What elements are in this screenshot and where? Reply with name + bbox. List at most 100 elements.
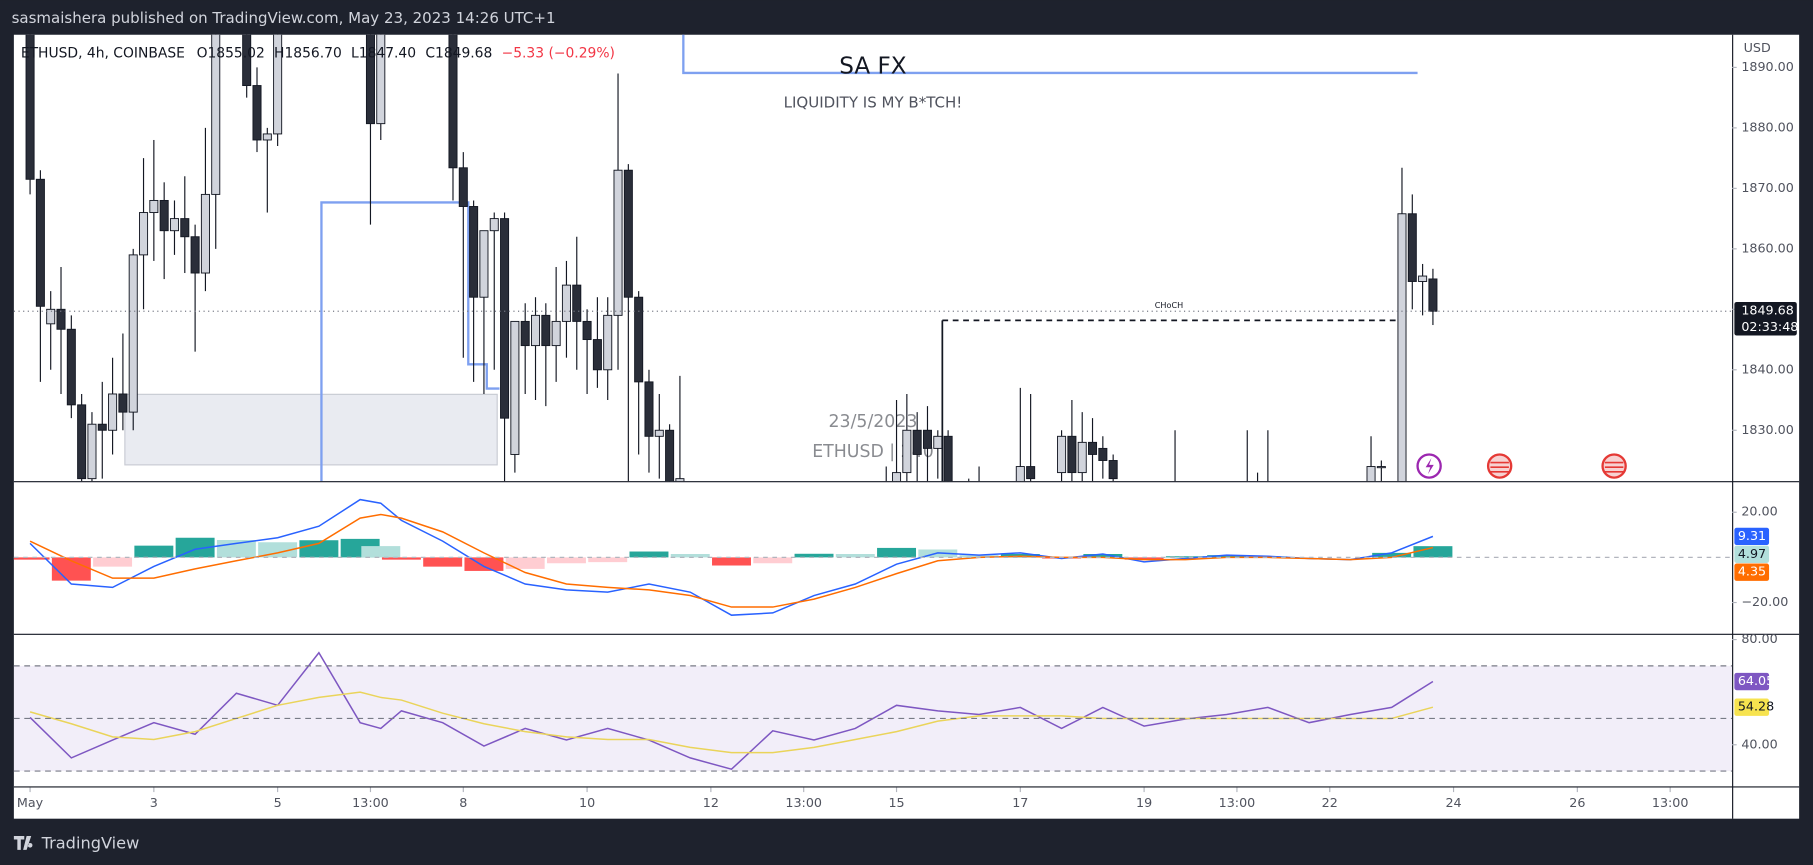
candle-body	[200, 193, 210, 274]
histogram-bar	[134, 545, 174, 558]
candle-body	[149, 199, 159, 214]
histogram-bar	[588, 557, 628, 563]
candles	[25, 34, 1438, 482]
x-tick-label: 13:00	[1219, 795, 1256, 810]
histogram-bar	[381, 557, 421, 560]
countdown-label: 02:33:48	[1741, 319, 1798, 334]
x-tick-label: 22	[1322, 795, 1338, 810]
histogram-bar	[216, 540, 256, 558]
value-label-group: 54.28	[1734, 698, 1774, 716]
y-tick-label: 1830.00	[1741, 422, 1794, 437]
value-label: 54.28	[1738, 699, 1774, 714]
value-label-group: 4.35	[1734, 563, 1770, 581]
candle-body	[139, 212, 149, 256]
candle-body	[634, 296, 644, 383]
value-label-group: 9.31	[1734, 527, 1770, 546]
candle-body	[892, 472, 902, 482]
candle-body	[1418, 275, 1428, 282]
candle-body	[169, 218, 179, 232]
candle-body	[1077, 441, 1087, 474]
candle-body	[273, 34, 283, 135]
event-icon[interactable]	[1601, 453, 1627, 479]
legend-value: L1847.40	[351, 45, 416, 61]
y-tick-label: 20.00	[1741, 504, 1777, 519]
y-tick-label: 1890.00	[1741, 59, 1794, 74]
candle-body	[211, 34, 221, 195]
y-tick-label: 1870.00	[1741, 180, 1794, 195]
value-label-bg	[1734, 545, 1770, 563]
x-tick-label: 12	[703, 795, 719, 810]
candle-body	[902, 429, 912, 474]
candle-body	[190, 236, 200, 274]
candle-body	[1397, 213, 1407, 482]
last-price-label: 1849.68	[1741, 303, 1794, 318]
candle-body	[1376, 466, 1386, 469]
histogram-bar	[794, 553, 834, 558]
event-icons	[1416, 453, 1627, 479]
candle-body	[479, 230, 489, 298]
candle-body	[510, 320, 520, 455]
y-tick-label: 1880.00	[1741, 119, 1794, 134]
candle-body	[180, 218, 190, 238]
candle-body	[108, 393, 118, 431]
watermark-date: 23/5/2023	[829, 412, 918, 432]
candle-body	[448, 34, 458, 169]
candle-body	[1407, 213, 1417, 282]
legend-value: C1849.68	[425, 45, 492, 61]
footer-brand: TradingView	[41, 834, 140, 853]
legend-value: H1856.70	[274, 45, 342, 61]
histogram-bar	[1207, 555, 1247, 558]
candle-body	[365, 34, 375, 125]
candle-body	[1108, 460, 1118, 480]
candle-body	[1098, 447, 1108, 461]
x-tick-label: 13:00	[352, 795, 389, 810]
zone-box	[124, 393, 498, 466]
value-label-group: 4.97	[1734, 545, 1770, 563]
candle-body	[1088, 441, 1098, 455]
candle-body	[1366, 466, 1376, 482]
candle-body	[531, 314, 541, 347]
candle-body	[128, 254, 138, 413]
macd-marks	[13, 498, 1453, 616]
annotation-brand: SA FX	[839, 54, 907, 80]
axis-unit: USD	[1744, 40, 1771, 55]
value-label-bg	[1734, 563, 1770, 581]
histogram-bar	[835, 554, 875, 558]
histogram-bar	[670, 554, 710, 558]
histogram-bar	[258, 542, 298, 558]
logo-icon	[13, 836, 33, 850]
candle-body	[489, 218, 499, 232]
histogram-bar	[1083, 554, 1123, 558]
candle-body	[159, 199, 169, 232]
drawing-line	[682, 34, 1418, 75]
y-tick-label: −20.00	[1741, 594, 1788, 609]
histogram-bar	[361, 546, 401, 558]
candle-body	[500, 218, 510, 419]
candle-body	[1067, 435, 1077, 474]
candle-body	[665, 429, 675, 482]
histogram-bar	[1165, 556, 1205, 558]
candle-body	[262, 133, 272, 141]
candle-body	[97, 423, 107, 431]
candle-body	[77, 404, 87, 480]
x-tick-label: 13:00	[785, 795, 822, 810]
histogram-bar	[1413, 546, 1453, 558]
event-icon[interactable]	[1486, 453, 1513, 479]
legend: ETHUSD, 4h, COINBASE	[21, 45, 185, 61]
candle-body	[933, 435, 943, 449]
x-tick-label: 13:00	[1652, 795, 1689, 810]
histogram-bar	[546, 557, 586, 564]
x-tick-label: 10	[579, 795, 595, 810]
histogram-bar	[629, 551, 669, 558]
x-tick-label: 26	[1569, 795, 1585, 810]
histogram-bar	[712, 557, 751, 566]
candle-body	[1015, 466, 1025, 482]
event-icon-glyph	[1490, 461, 1509, 473]
candle-body	[25, 34, 35, 180]
candle-body	[675, 478, 685, 482]
candle-body	[582, 320, 592, 341]
y-tick-label: 1860.00	[1741, 240, 1794, 255]
candle-body	[118, 393, 128, 413]
annotation-motto: LIQUIDITY IS MY B*TCH!	[784, 93, 963, 111]
